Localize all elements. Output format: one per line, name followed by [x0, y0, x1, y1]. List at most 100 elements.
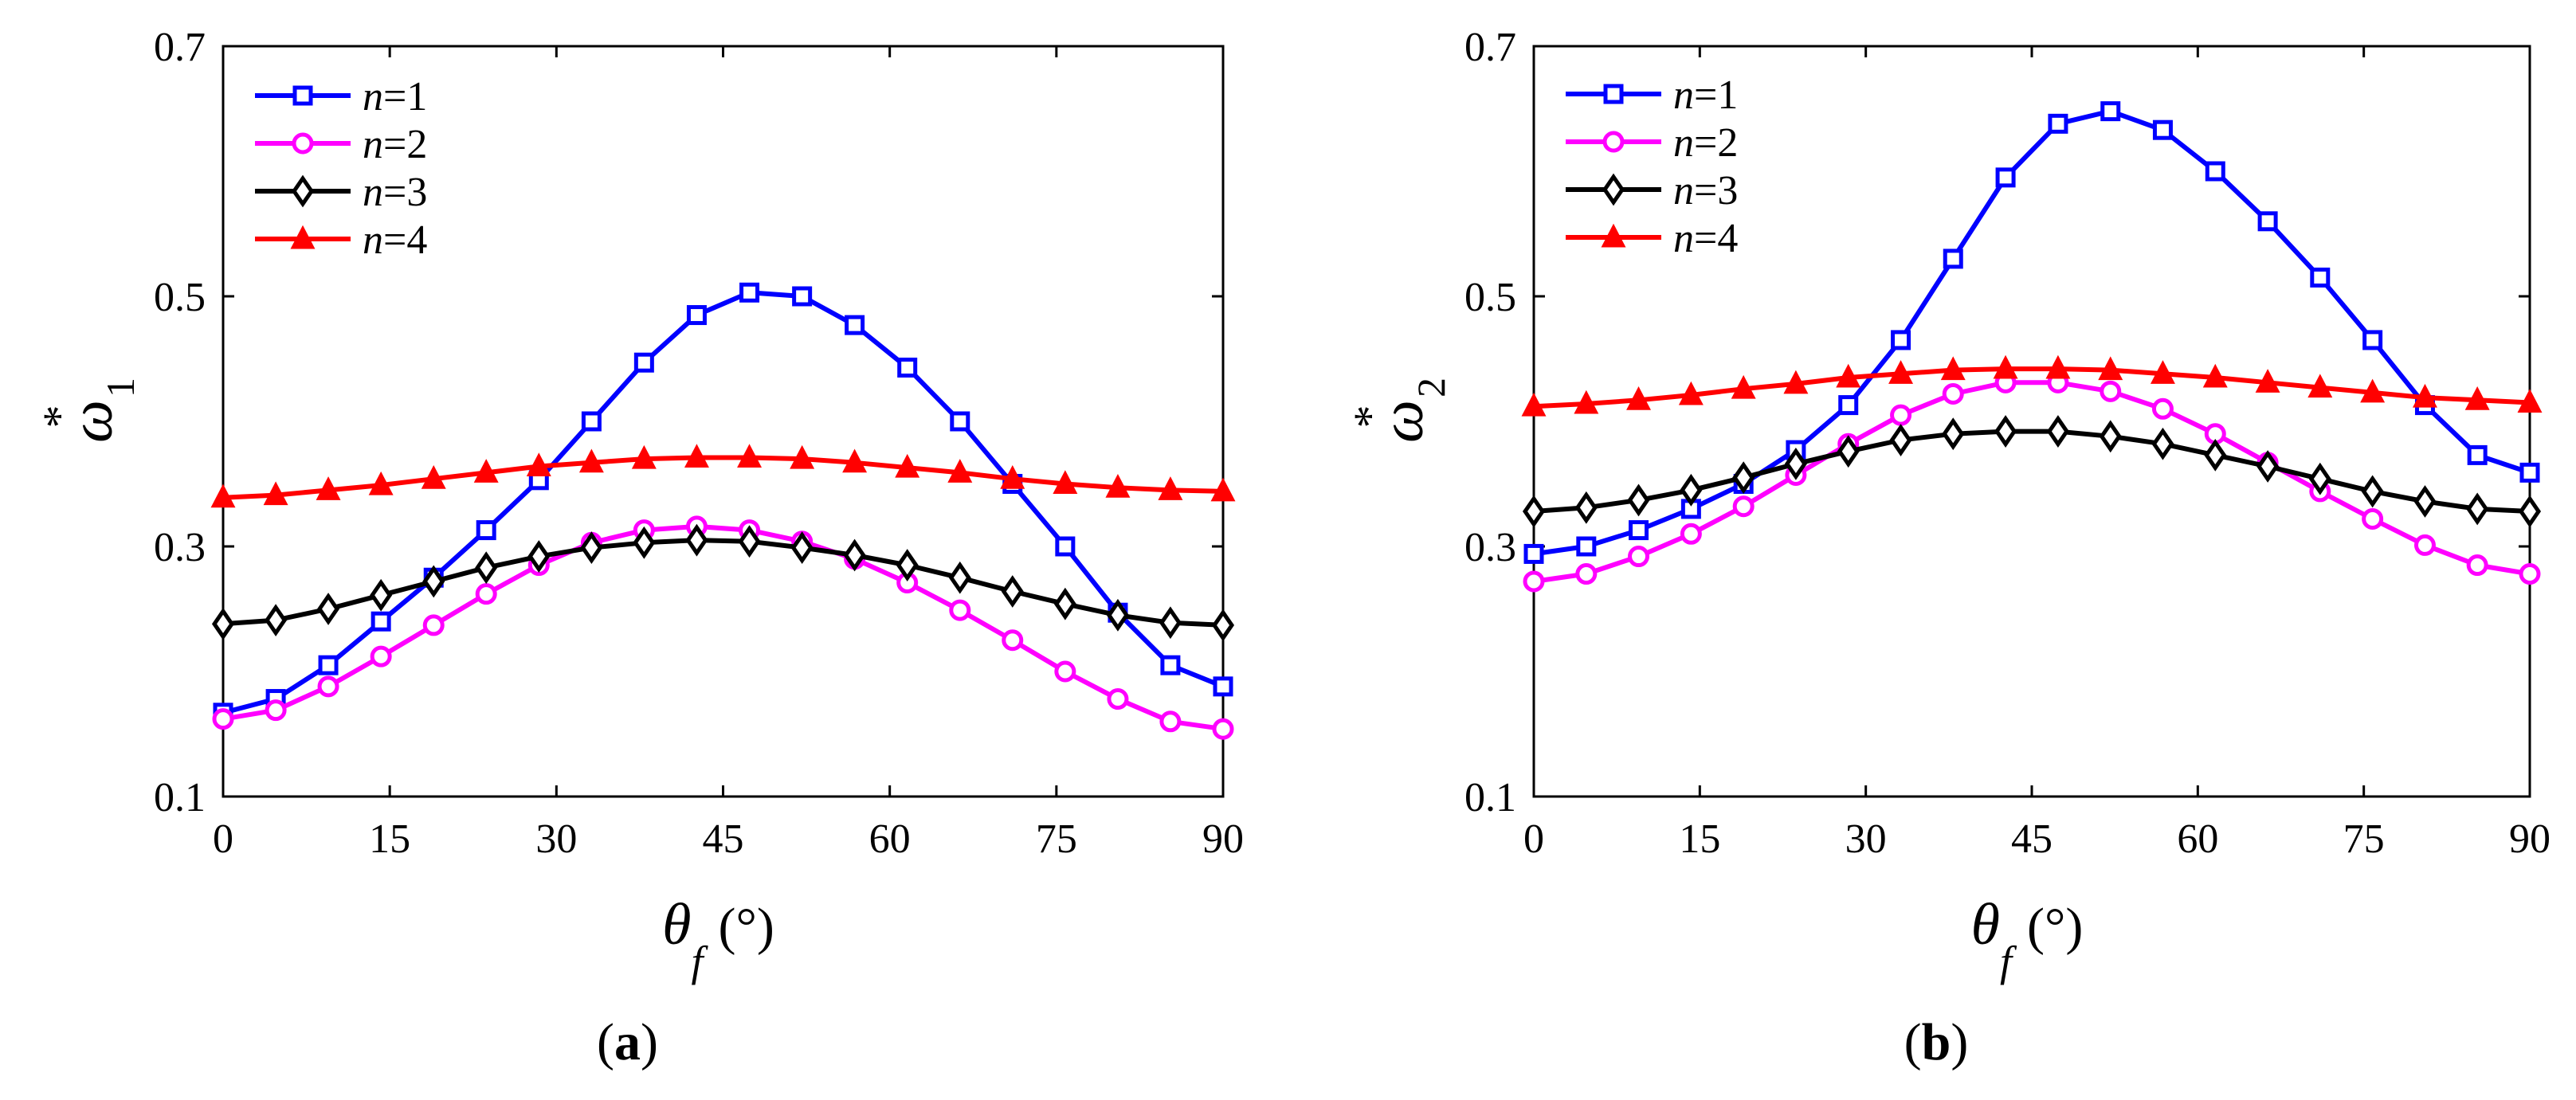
- data-point-n-1: [2469, 447, 2485, 463]
- legend-marker: [1606, 86, 1621, 102]
- legend-label: n=4: [1673, 216, 1738, 261]
- legend-item-n-4: n=4: [255, 217, 427, 263]
- data-point-n-2: [2364, 510, 2382, 527]
- legend-label-var: n: [1673, 120, 1694, 166]
- data-point-n-3: [1525, 499, 1543, 524]
- legend-label-var: n: [1673, 168, 1694, 213]
- data-point-n-2: [1214, 720, 1232, 738]
- data-point-n-1: [1057, 538, 1073, 554]
- panel-label-letter: b: [1922, 1013, 1951, 1071]
- data-point-n-1: [1631, 523, 1647, 538]
- data-point-n-1: [2312, 269, 2328, 285]
- data-point-n-2: [2416, 536, 2433, 554]
- data-point-n-1: [320, 657, 336, 673]
- data-point-n-2: [477, 585, 495, 603]
- x-axis-label-subscript: f: [2000, 938, 2017, 985]
- series-n-3: [1525, 419, 2539, 524]
- data-point-n-2: [372, 648, 390, 665]
- x-axis-label-symbol: θ: [662, 892, 691, 957]
- data-point-n-1: [1893, 332, 1909, 348]
- legend-label: n=1: [363, 74, 427, 119]
- x-tick-label: 90: [2509, 816, 2551, 862]
- panel-label: (b): [1904, 1013, 1969, 1071]
- legend-label-var: n: [363, 170, 383, 215]
- series-n-3: [214, 527, 1232, 638]
- data-point-n-1: [900, 359, 916, 375]
- x-tick-label: 0: [213, 816, 233, 862]
- data-point-n-1: [1945, 251, 1961, 267]
- x-tick-label: 30: [535, 816, 577, 862]
- data-point-n-3: [2206, 442, 2224, 468]
- legend-item-n-2: n=2: [1566, 120, 1738, 166]
- data-point-n-3: [214, 611, 232, 636]
- x-axis-label-unit: (°): [2027, 898, 2083, 956]
- data-point-n-3: [2364, 479, 2382, 504]
- legend-marker: [1605, 177, 1622, 202]
- data-point-n-3: [2468, 496, 2486, 522]
- series-line-n-2: [1534, 382, 2530, 581]
- legend-label-value: =3: [1694, 168, 1738, 213]
- data-point-n-1: [1215, 679, 1231, 695]
- legend-item-n-3: n=3: [255, 170, 427, 215]
- data-point-n-1: [1578, 538, 1594, 554]
- x-axis-label: θf(°): [662, 892, 774, 985]
- legend: n=1n=2n=3n=4: [255, 74, 427, 263]
- x-tick-label: 60: [2177, 816, 2218, 862]
- legend-item-n-1: n=1: [255, 74, 427, 119]
- legend-item-n-4: n=4: [1566, 216, 1738, 261]
- data-point-n-1: [952, 413, 968, 429]
- data-point-n-1: [742, 284, 758, 300]
- data-point-n-2: [2521, 566, 2539, 583]
- legend-marker: [294, 135, 312, 152]
- legend-label-var: n: [1673, 72, 1694, 118]
- data-point-n-2: [1682, 525, 1700, 542]
- x-axis-label-unit: (°): [719, 898, 774, 956]
- panel-label-open: (: [1904, 1013, 1922, 1071]
- x-tick-label: 45: [2011, 816, 2053, 862]
- data-point-n-2: [1109, 691, 1127, 708]
- panel-label-close: ): [641, 1013, 658, 1071]
- legend-label-var: n: [363, 74, 383, 119]
- x-tick-label: 75: [2343, 816, 2385, 862]
- data-point-n-1: [2365, 332, 2381, 348]
- legend: n=1n=2n=3n=4: [1566, 72, 1738, 261]
- y-tick-label: 0.7: [154, 25, 206, 70]
- y-tick-label: 0.3: [1464, 525, 1516, 570]
- data-point-n-3: [951, 565, 969, 590]
- y-tick-label: 0.5: [154, 275, 206, 320]
- panel-label-open: (: [597, 1013, 614, 1071]
- panel-label-close: ): [1951, 1013, 1968, 1071]
- legend-label-value: =2: [383, 122, 427, 167]
- data-point-n-3: [267, 608, 284, 633]
- data-point-n-1: [478, 523, 494, 538]
- data-point-n-3: [1214, 613, 1232, 638]
- legend-label-value: =4: [1694, 216, 1738, 261]
- x-tick-label: 75: [1036, 816, 1077, 862]
- series-n-1: [215, 284, 1231, 721]
- data-point-n-1: [583, 413, 599, 429]
- legend-label-var: n: [363, 122, 383, 167]
- data-point-n-2: [1735, 498, 1752, 515]
- data-point-n-2: [951, 601, 969, 619]
- data-point-n-1: [2207, 163, 2223, 179]
- y-tick-label: 0.5: [1464, 275, 1516, 320]
- series-n-4: [1523, 358, 2540, 415]
- x-tick-label: 45: [703, 816, 744, 862]
- y-axis-label-subscript: 1: [98, 378, 143, 397]
- legend-label-value: =3: [383, 170, 427, 215]
- legend-label: n=1: [1673, 72, 1738, 118]
- data-point-n-3: [1997, 419, 2014, 444]
- data-point-n-1: [1526, 546, 1542, 562]
- legend-label-value: =4: [383, 217, 427, 263]
- data-point-n-2: [2468, 557, 2486, 574]
- y-axis-label: ω*1: [33, 378, 143, 443]
- data-point-n-1: [1841, 397, 1857, 413]
- data-point-n-1: [688, 307, 704, 323]
- data-point-n-2: [320, 678, 337, 695]
- data-point-n-3: [1057, 591, 1074, 617]
- series-n-2: [214, 518, 1232, 738]
- legend-label: n=3: [363, 170, 427, 215]
- data-point-n-3: [1892, 428, 1910, 453]
- series-n-4: [213, 447, 1233, 507]
- data-point-n-2: [1525, 573, 1543, 590]
